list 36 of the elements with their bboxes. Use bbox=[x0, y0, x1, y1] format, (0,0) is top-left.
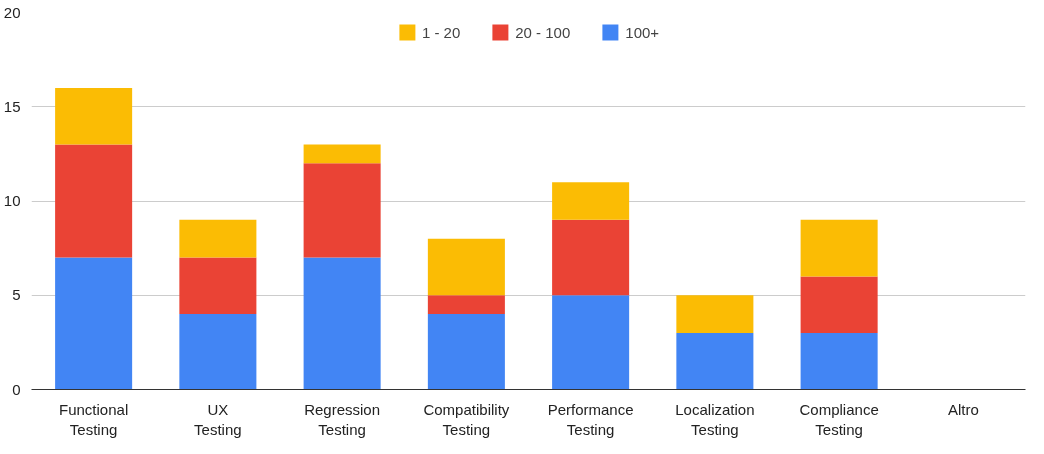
y-tick-label: 5 bbox=[12, 286, 21, 304]
bar bbox=[179, 219, 257, 258]
bar bbox=[303, 163, 381, 258]
bar bbox=[552, 182, 630, 220]
bar bbox=[676, 332, 754, 390]
legend-label: 100+ bbox=[625, 23, 660, 41]
bar bbox=[800, 332, 878, 390]
bar bbox=[676, 295, 754, 333]
bar bbox=[55, 257, 133, 390]
legend-label: 20 - 100 bbox=[515, 23, 571, 41]
x-tick-label: UX Testing bbox=[194, 400, 242, 438]
legend-label: 1 - 20 bbox=[421, 23, 461, 41]
bar bbox=[552, 295, 630, 390]
bar bbox=[427, 238, 505, 296]
x-tick-label: Compliance Testing bbox=[799, 400, 879, 438]
x-tick-label: Performance Testing bbox=[547, 400, 634, 438]
bar bbox=[55, 87, 133, 145]
bar bbox=[552, 219, 630, 296]
bar bbox=[800, 219, 878, 277]
y-tick-label: 20 bbox=[3, 3, 21, 21]
y-tick-label: 10 bbox=[3, 192, 21, 209]
x-tick-label: Compatibility Testing bbox=[423, 400, 510, 438]
y-tick-label: 15 bbox=[3, 97, 21, 115]
x-tick-label: Regression Testing bbox=[304, 400, 381, 438]
bar bbox=[303, 257, 381, 390]
x-tick-label: Functional Testing bbox=[59, 400, 129, 438]
bar bbox=[303, 144, 381, 164]
bar bbox=[427, 314, 505, 390]
bar bbox=[427, 295, 505, 315]
bar bbox=[800, 276, 878, 333]
bar bbox=[55, 144, 133, 258]
y-tick-label: 0 bbox=[12, 380, 21, 398]
bar bbox=[179, 314, 257, 390]
x-tick-label: Localization Testing bbox=[675, 400, 755, 438]
bar bbox=[179, 257, 257, 315]
x-tick-label: Altro bbox=[947, 400, 979, 418]
